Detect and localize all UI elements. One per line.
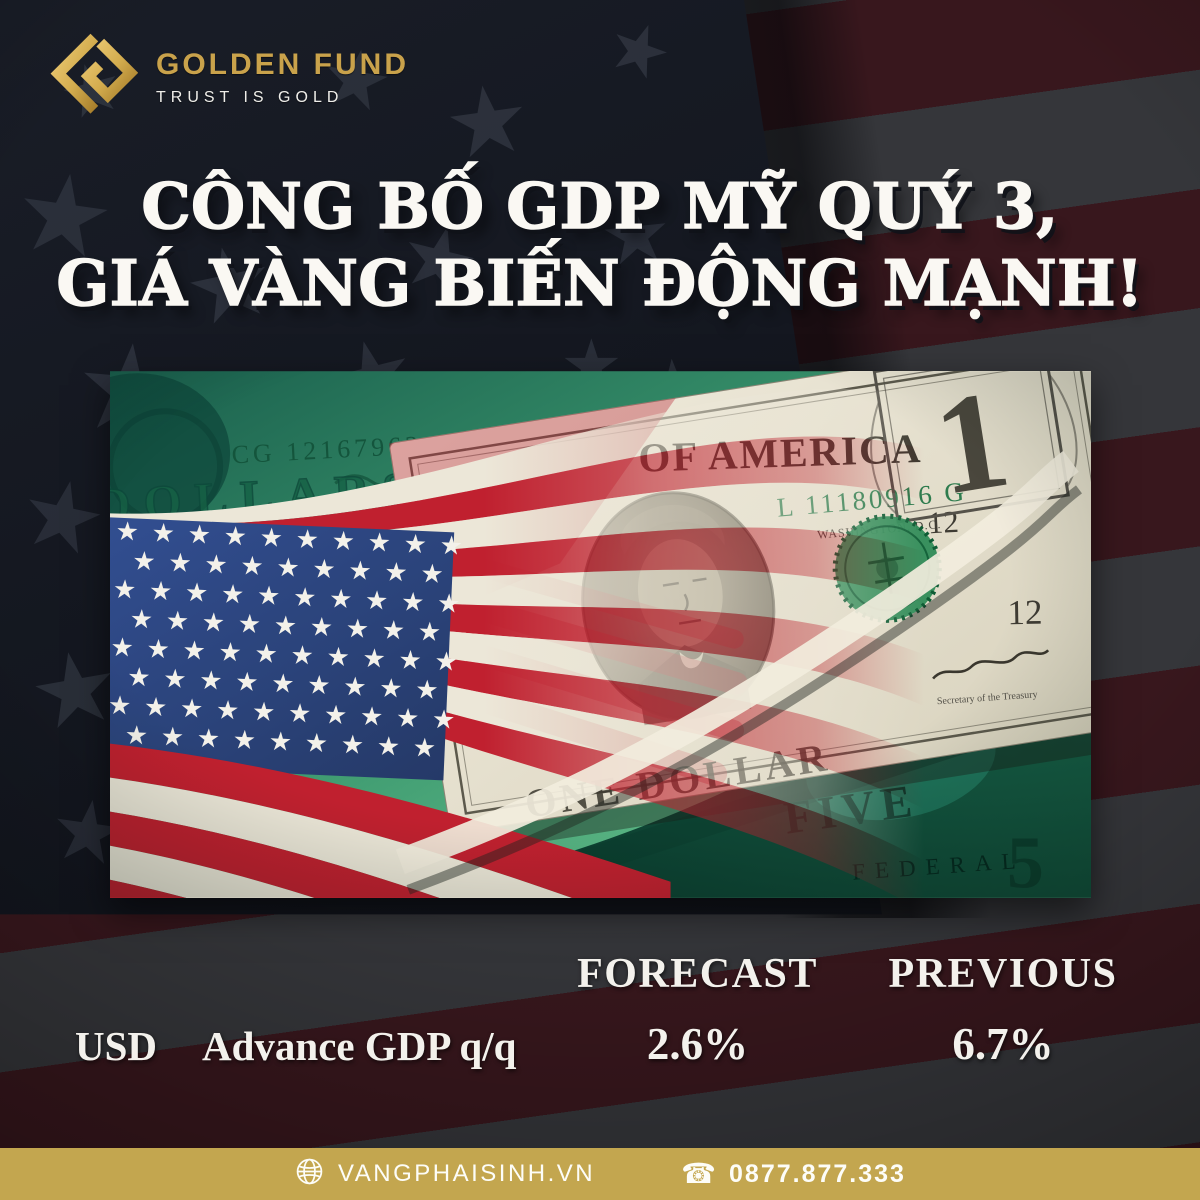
- phone-item: ☎ 0877.877.333: [681, 1160, 906, 1189]
- backdrop-star: ★: [595, 0, 683, 100]
- previous-value: 6.7%: [952, 1019, 1054, 1069]
- footer-bar: VANGPHAISINH.VN ☎ 0877.877.333: [0, 1148, 1200, 1200]
- brand-tagline: TRUST IS GOLD: [156, 88, 344, 106]
- telephone-icon: ☎: [681, 1157, 717, 1190]
- previous-header: PREVIOUS: [888, 951, 1118, 997]
- headline-line-1: CÔNG BỐ GDP MỸ QUÝ 3,: [141, 168, 1059, 244]
- website-item: VANGPHAISINH.VN: [294, 1156, 595, 1192]
- currency-label: USD: [75, 1023, 158, 1069]
- headline: CÔNG BỐ GDP MỸ QUÝ 3, GIÁ VÀNG BIẾN ĐỘNG…: [0, 168, 1200, 322]
- globe-icon: [294, 1156, 325, 1192]
- website-text: VANGPHAISINH.VN: [338, 1160, 596, 1187]
- backdrop-star: ★: [437, 61, 538, 183]
- hero-image-flag-dollar: CG 12167963 A DOLLARS FIVE 5 FEDERAL: [110, 371, 1091, 898]
- photo-vignette: [110, 371, 1091, 898]
- forecast-header: FORECAST: [577, 951, 818, 997]
- phone-number: 0877.877.333: [729, 1159, 906, 1188]
- golden-fund-diamond-icon: [44, 30, 138, 124]
- backdrop-star: ★: [9, 454, 116, 580]
- forecast-value: 2.6%: [646, 1019, 749, 1069]
- brand-name: GOLDEN FUND: [156, 47, 409, 81]
- brand-logo: GOLDEN FUND TRUST IS GOLD: [44, 30, 409, 124]
- event-label: Advance GDP q/q: [202, 1023, 517, 1069]
- headline-line-2: GIÁ VÀNG BIẾN ĐỘNG MẠNH!: [56, 245, 1144, 321]
